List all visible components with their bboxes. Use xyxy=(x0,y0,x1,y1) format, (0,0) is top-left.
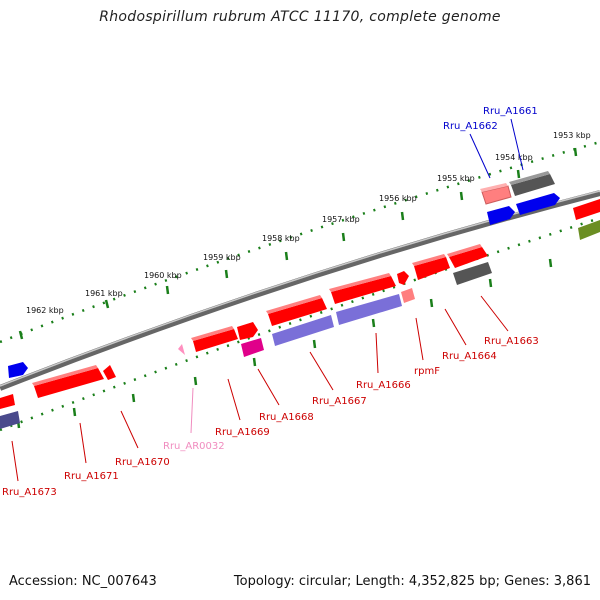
map-title: Rhodospirillum rubrum ATCC 11170, comple… xyxy=(99,9,501,25)
kbp-label-1957: 1957 kbp xyxy=(322,215,360,224)
label-rru-a1673[interactable]: Rru_A1673 xyxy=(2,487,57,498)
gene-rru-a1666-purple[interactable] xyxy=(336,294,402,325)
label-rru-a1662[interactable]: Rru_A1662 xyxy=(443,121,498,132)
gene-rru-a1671[interactable] xyxy=(34,368,104,398)
gene-rru-a1663-top xyxy=(447,244,482,257)
rna-rru-ar0032[interactable] xyxy=(178,344,185,355)
label-rru-a1666[interactable]: Rru_A1666 xyxy=(356,380,411,391)
outer-major-ticks xyxy=(18,147,578,340)
gene-rru-a1662[interactable] xyxy=(481,185,512,205)
kbp-label-1954: 1954 kbp xyxy=(495,153,533,162)
gene-rru-a1661[interactable] xyxy=(511,174,555,196)
cds-blue-left[interactable] xyxy=(8,362,28,378)
cds-blue-b[interactable] xyxy=(516,193,560,215)
label-rru-a1667[interactable]: Rru_A1667 xyxy=(312,396,367,407)
gene-rru-a1662-top xyxy=(480,183,508,192)
kbp-label-1961: 1961 kbp xyxy=(85,289,123,298)
gene-rru-a1673-dark[interactable] xyxy=(0,411,20,429)
label-rpmF[interactable]: rpmF xyxy=(414,366,440,377)
inner-scale-dotted xyxy=(0,216,600,432)
label-rru-a1671[interactable]: Rru_A1671 xyxy=(64,471,119,482)
kbp-tick-labels: 1953 kbp 1954 kbp 1955 kbp 1956 kbp 1957… xyxy=(26,131,591,315)
kbp-label-1962: 1962 kbp xyxy=(26,306,64,315)
gene-rru-a1668[interactable] xyxy=(237,322,258,340)
gene-rru-a1667-purple[interactable] xyxy=(272,315,334,346)
kbp-label-1960: 1960 kbp xyxy=(144,271,182,280)
gene-rru-a1664-top xyxy=(412,254,446,266)
gene-rru-a1666-top xyxy=(329,273,391,292)
gene-rru-a1673[interactable] xyxy=(0,394,15,409)
gene-red-edge-right[interactable] xyxy=(573,199,600,220)
gene-rru-a1667[interactable] xyxy=(268,298,327,326)
label-rru-a1670[interactable]: Rru_A1670 xyxy=(115,457,170,468)
label-rru-a1668[interactable]: Rru_A1668 xyxy=(259,412,314,423)
gene-rru-a1669[interactable] xyxy=(193,329,238,352)
gene-rru-a1671-top xyxy=(32,365,98,386)
gene-rru-a1668-magenta[interactable] xyxy=(241,338,264,357)
label-rru-a1663[interactable]: Rru_A1663 xyxy=(484,336,539,347)
label-rru-a1669[interactable]: Rru_A1669 xyxy=(215,427,270,438)
gene-rru-a1663-red[interactable] xyxy=(449,247,488,268)
cds-blue-a[interactable] xyxy=(487,206,515,225)
gene-rru-a1663-grey[interactable] xyxy=(453,262,492,285)
gene-rru-a1667-top xyxy=(266,295,322,314)
gene-rpmF[interactable] xyxy=(397,271,409,285)
gene-rru-a1661-top xyxy=(509,171,550,185)
gene-rru-a1666[interactable] xyxy=(331,276,396,304)
outer-scale-dotted xyxy=(0,140,600,344)
kbp-label-1956: 1956 kbp xyxy=(379,194,417,203)
gene-olive-edge-right[interactable] xyxy=(578,220,600,240)
kbp-label-1955: 1955 kbp xyxy=(437,174,475,183)
gene-labels: Rru_A1661 Rru_A1662 Rru_A1663 Rru_A1664 … xyxy=(2,106,539,498)
forward-strand-features xyxy=(8,171,600,378)
label-rru-ar0032[interactable]: Rru_AR0032 xyxy=(163,441,225,452)
topology-text: Topology: circular; Length: 4,352,825 bp… xyxy=(233,574,591,589)
kbp-label-1953: 1953 kbp xyxy=(553,131,591,140)
inner-major-ticks xyxy=(16,258,553,429)
chromosome-backbone xyxy=(0,190,600,391)
gene-rru-a1670[interactable] xyxy=(103,365,116,380)
kbp-label-1959: 1959 kbp xyxy=(203,253,241,262)
gene-rru-a1664[interactable] xyxy=(414,257,450,280)
gene-rpmF-pseudo[interactable] xyxy=(401,288,415,303)
reverse-strand-features xyxy=(0,244,492,429)
label-leaders xyxy=(11,118,524,482)
gene-rru-a1669-top xyxy=(191,326,234,341)
label-rru-a1661[interactable]: Rru_A1661 xyxy=(483,106,538,117)
label-rru-a1664[interactable]: Rru_A1664 xyxy=(442,351,497,362)
chromosome-backbone-highlight xyxy=(0,190,600,387)
accession-text: Accession: NC_007643 xyxy=(9,574,157,589)
kbp-label-1958: 1958 kbp xyxy=(262,234,300,243)
